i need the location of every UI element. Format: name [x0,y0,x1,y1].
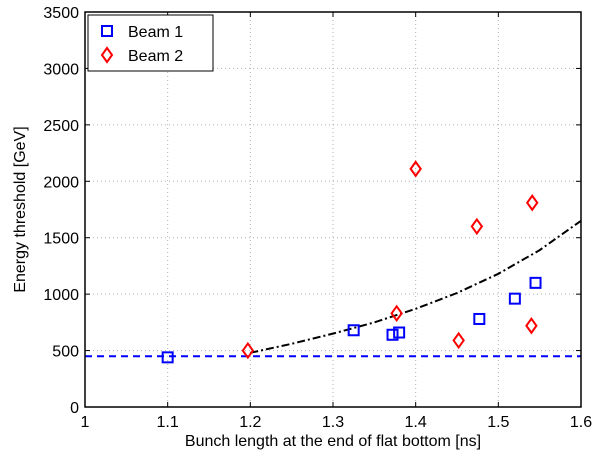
tick-labels: 1 1.1 1.2 1.3 1.4 1.5 1.6 0 500 1000 1500 2000 2500 3… [43,5,592,431]
x-axis-title: Bunch length at the end of flat bottom [… [185,433,481,450]
x-tick-label: 1.3 [322,414,344,431]
beam-1-point [347,324,360,337]
beam-1-legend-label: Beam 1 [128,24,183,41]
beam-2-point [409,160,422,178]
y-tick-label: 2500 [43,118,79,135]
legend-box [87,14,214,72]
x-tick-label: 1.1 [157,414,179,431]
beam-2-legend-label: Beam 2 [128,48,183,65]
beam-2-point [390,304,403,323]
beam-2-point [470,217,484,236]
beam-1-point [393,326,406,339]
x-tick-label: 1.5 [487,414,509,431]
legend: Beam 1 Beam 2 [87,14,214,72]
beam-1-point [529,276,542,289]
x-tick-label: 1.2 [239,414,261,431]
reference-lines [85,219,582,358]
beam-2-point [525,194,539,212]
y-tick-label: 500 [52,344,79,361]
beam-1-point [386,328,399,341]
data-points [161,160,542,364]
y-tick-label: 3000 [43,61,79,78]
x-tick-label: 1.6 [570,414,592,431]
x-tick-label: 1.4 [405,414,427,431]
y-tick-label: 1000 [43,287,79,304]
grid [85,12,581,407]
y-tick-label: 3500 [43,5,79,22]
beam-1-point [161,351,174,364]
beam-1-legend-marker [101,25,113,37]
y-tick-label: 1500 [43,231,79,248]
fit-curve-dashdot [250,219,582,354]
beam-1-point [473,312,486,325]
beam-2-point [241,341,255,360]
beam-2-point [452,331,465,350]
y-tick-label: 0 [70,400,79,417]
x-tick-label: 1 [81,414,90,431]
beam-1-point [508,292,521,305]
y-axis-title: Energy threshold [GeV] [12,126,29,292]
y-tick-label: 2000 [43,174,79,191]
beam-2-legend-marker [100,46,114,64]
beam-2-point [525,317,538,335]
